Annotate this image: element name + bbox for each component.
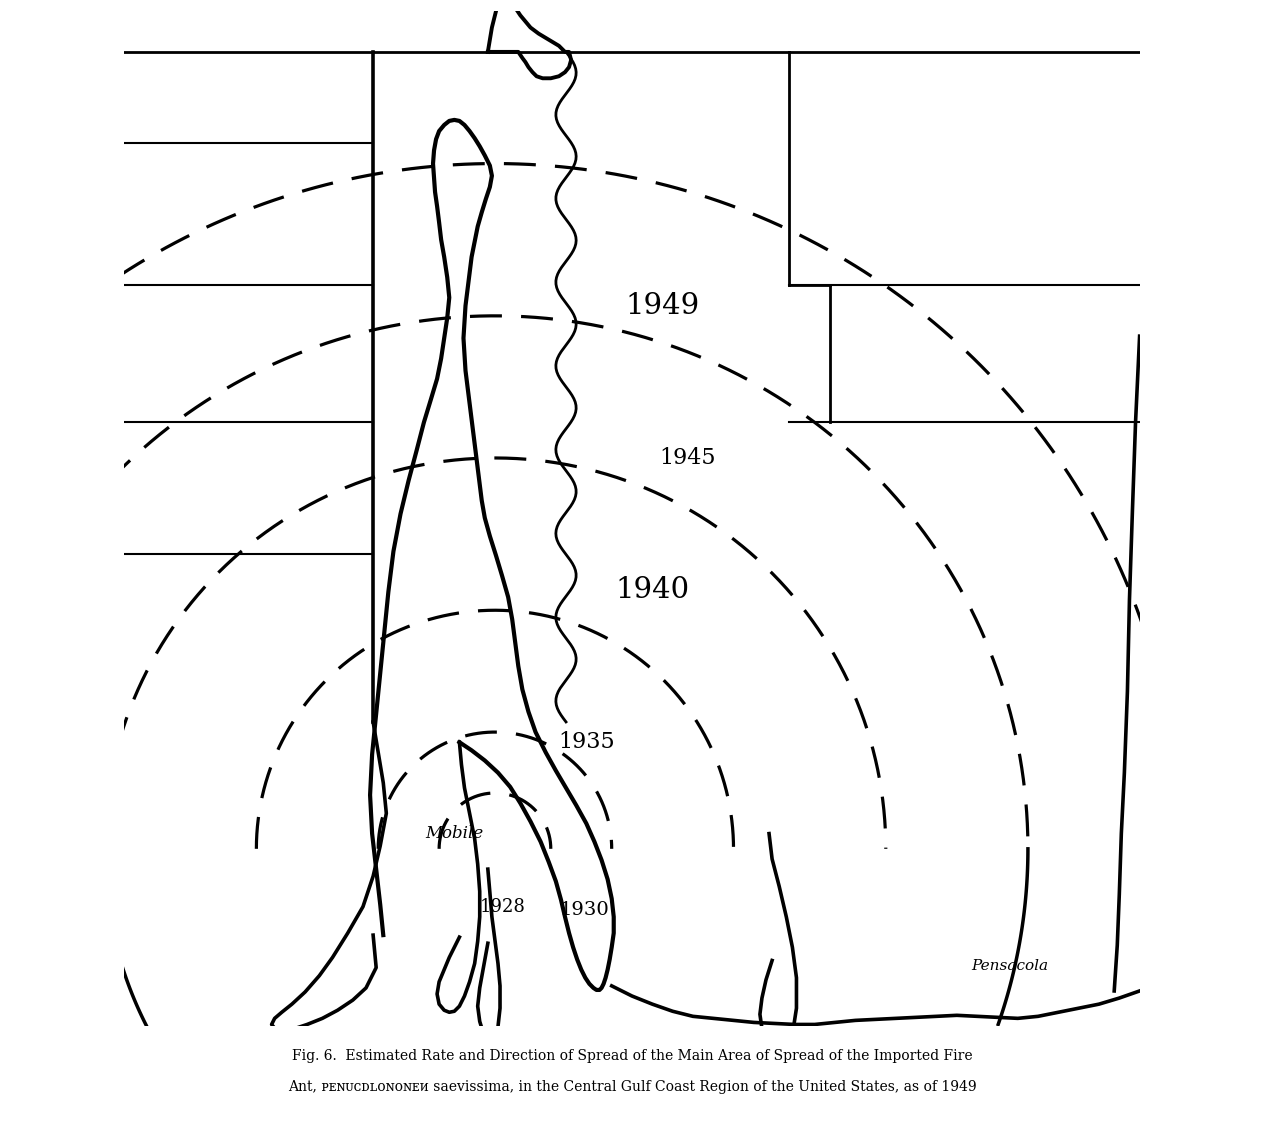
Text: Ant, ᴘᴇɴᴜᴄᴅʟᴏɴᴏɴᴇᴎ saevissima, in the Central Gulf Coast Region of the United St: Ant, ᴘᴇɴᴜᴄᴅʟᴏɴᴏɴᴇᴎ saevissima, in the Ce… <box>288 1081 976 1094</box>
Text: 1930: 1930 <box>560 901 609 918</box>
Text: 1935: 1935 <box>557 731 614 754</box>
Text: 1928: 1928 <box>480 898 526 916</box>
Text: 1940: 1940 <box>616 576 689 603</box>
Text: 1945: 1945 <box>660 447 717 469</box>
Text: Mobile: Mobile <box>425 825 483 843</box>
Text: Pensacola: Pensacola <box>971 959 1048 972</box>
Text: 1949: 1949 <box>626 292 699 319</box>
Text: Fig. 6.  Estimated Rate and Direction of Spread of the Main Area of Spread of th: Fig. 6. Estimated Rate and Direction of … <box>292 1049 972 1063</box>
